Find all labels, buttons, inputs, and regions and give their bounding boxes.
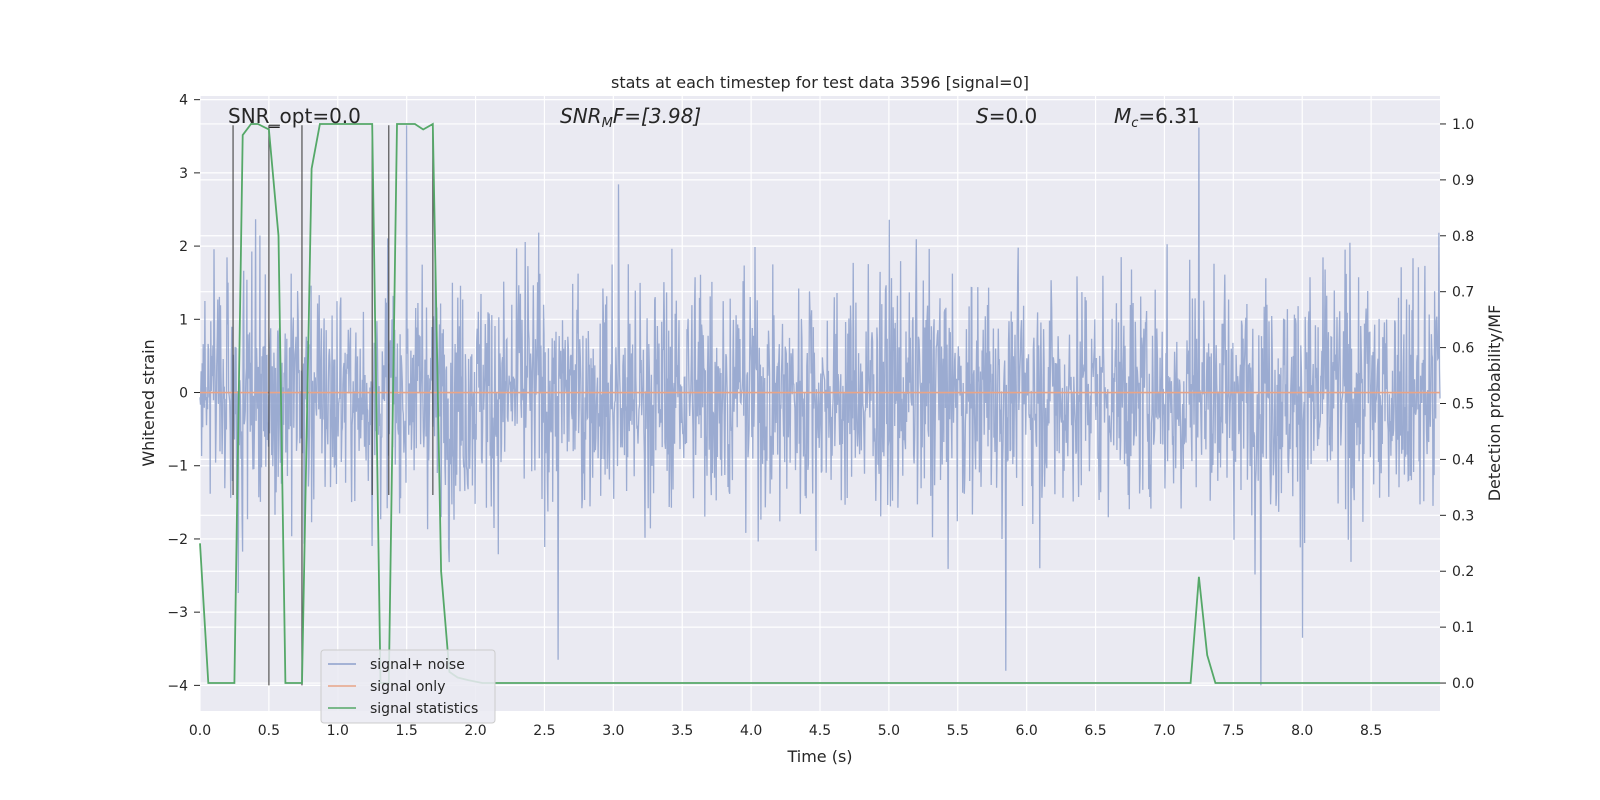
x-tick-label-7: 3.5 (671, 723, 693, 739)
annotation-s: S=0.0 (976, 104, 1037, 128)
y-right-tick-label-4: 0.6 (1452, 341, 1474, 357)
y-right-tick-label-0: 1.0 (1452, 117, 1474, 133)
y-right-tick-label-9: 0.1 (1452, 620, 1474, 636)
annotation-snr-mf: SNRMF=[3.98] (560, 104, 701, 131)
x-tick-label-4: 2.0 (464, 723, 486, 739)
y-right-tick-label-7: 0.3 (1452, 508, 1474, 524)
y-left-tick-label-0: 4 (179, 93, 188, 109)
y-left-tick-label-1: 3 (179, 166, 188, 182)
x-tick-label-0: 0.0 (189, 723, 211, 739)
noise-line (199, 125, 1441, 686)
y-left-tick-label-6: −2 (167, 532, 188, 548)
chart-title: stats at each timestep for test data 359… (611, 73, 1029, 92)
annotation-mc: Mc=6.31 (1114, 104, 1200, 131)
annotation-snr-opt: SNR_opt=0.0 (228, 104, 361, 128)
y-right-tick-label-1: 0.9 (1452, 173, 1474, 189)
y-left-tick-label-5: −1 (167, 459, 188, 475)
x-tick-label-16: 8.0 (1291, 723, 1313, 739)
x-tick-label-1: 0.5 (258, 723, 280, 739)
y-right-axis-label: Detection probability/MF (1485, 305, 1504, 502)
x-tick-label-11: 5.5 (947, 723, 969, 739)
snr-mf-rest: F=[3.98] (613, 104, 701, 128)
legend-label-signal-only: signal only (370, 679, 445, 695)
x-axis-ticks: 0.0 0.5 1.0 1.5 2.0 2.5 3.0 3.5 4.0 4.5 5.0 5.5 6.0 6… (189, 723, 1382, 739)
y-left-tick-label-7: −3 (167, 605, 188, 621)
x-tick-label-2: 1.0 (327, 723, 349, 739)
y-right-tick-label-6: 0.4 (1452, 452, 1474, 468)
legend-label-statistics: signal statistics (370, 701, 478, 717)
y-left-tick-label-8: −4 (167, 678, 188, 694)
y-right-axis-ticks: 1.0 0.9 0.8 0.7 0.6 0.5 0.4 0.3 0.2 0.1 0.0 (1440, 117, 1474, 692)
s-rest: =0.0 (989, 104, 1038, 128)
snr-mf-base: SNR (560, 104, 602, 128)
x-tick-label-5: 2.5 (533, 723, 555, 739)
mc-sub: c (1131, 116, 1138, 131)
y-right-tick-label-8: 0.2 (1452, 564, 1474, 580)
s-var: S (976, 104, 989, 128)
y-left-tick-label-4: 0 (179, 386, 188, 402)
x-tick-label-3: 1.5 (396, 723, 418, 739)
y-right-tick-label-10: 0.0 (1452, 676, 1474, 692)
event-markers (232, 124, 434, 686)
x-axis-label: Time (s) (786, 747, 852, 766)
x-tick-label-10: 5.0 (878, 723, 900, 739)
signal-noise-series (199, 125, 1441, 686)
y-right-tick-label-5: 0.5 (1452, 397, 1474, 413)
y-right-tick-label-2: 0.8 (1452, 229, 1474, 245)
x-tick-label-14: 7.0 (1153, 723, 1175, 739)
legend-box (320, 649, 496, 724)
mc-base: M (1114, 104, 1131, 128)
x-tick-label-6: 3.0 (602, 723, 624, 739)
y-left-axis-ticks: 4 3 2 1 0 −1 −2 −3 −4 (167, 93, 200, 694)
x-tick-label-17: 8.5 (1360, 723, 1382, 739)
y-left-tick-label-2: 2 (179, 239, 188, 255)
y-left-axis-label: Whitened strain (139, 339, 158, 466)
x-tick-label-12: 6.0 (1016, 723, 1038, 739)
x-tick-label-8: 4.0 (740, 723, 762, 739)
y-left-tick-label-3: 1 (179, 312, 188, 328)
legend: signal+ noise signal only signal statist… (320, 649, 496, 724)
legend-label-noise: signal+ noise (370, 657, 465, 673)
snr-mf-sub: M (602, 116, 613, 131)
mc-rest: =6.31 (1138, 104, 1199, 128)
x-tick-label-15: 7.5 (1222, 723, 1244, 739)
x-tick-label-13: 6.5 (1084, 723, 1106, 739)
x-tick-label-9: 4.5 (809, 723, 831, 739)
y-right-tick-label-3: 0.7 (1452, 285, 1474, 301)
